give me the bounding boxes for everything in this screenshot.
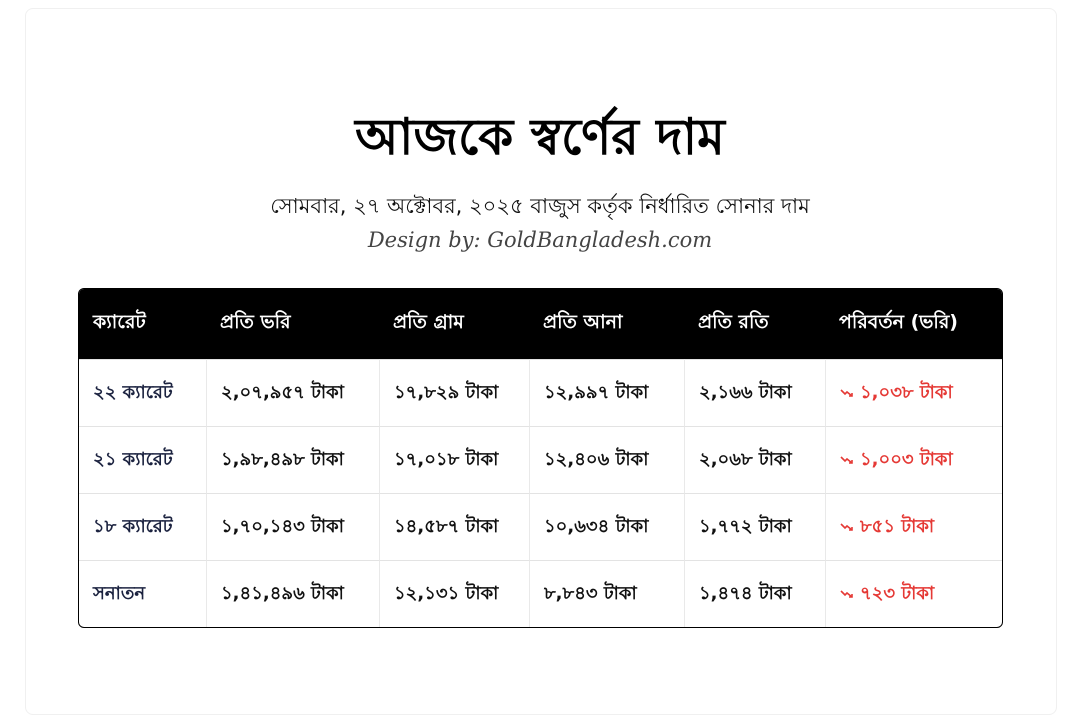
per-roti-cell: ২,১৬৬ টাকা: [684, 359, 825, 426]
per-gram-cell: ১৪,৫৮৭ টাকা: [379, 493, 529, 560]
change-value: ৮৫১ টাকা: [860, 515, 935, 537]
karat-cell: ২২ ক্যারেট: [79, 359, 206, 426]
column-header-per-ana: প্রতি আনা: [529, 289, 684, 359]
design-credit: Design by: GoldBangladesh.com: [367, 228, 713, 252]
page-title: আজকে স্বর্ণের দাম: [355, 108, 725, 166]
table-row: সনাতন ১,৪১,৪৯৬ টাকা ১২,১৩১ টাকা ৮,৮৪৩ টা…: [79, 560, 1002, 627]
karat-cell: সনাতন: [79, 560, 206, 627]
per-gram-cell: ১৭,৮২৯ টাকা: [379, 359, 529, 426]
change-cell: ৮৫১ টাকা: [825, 493, 1002, 560]
table-row: ২২ ক্যারেট ২,০৭,৯৫৭ টাকা ১৭,৮২৯ টাকা ১২,…: [79, 359, 1002, 426]
per-gram-cell: ১২,১৩১ টাকা: [379, 560, 529, 627]
per-ana-cell: ১২,৪০৬ টাকা: [529, 426, 684, 493]
column-header-change: পরিবর্তন (ভরি): [825, 289, 1002, 359]
per-gram-cell: ১৭,০১৮ টাকা: [379, 426, 529, 493]
karat-cell: ২১ ক্যারেট: [79, 426, 206, 493]
per-roti-cell: ১,৭৭২ টাকা: [684, 493, 825, 560]
column-header-karat: ক্যারেট: [79, 289, 206, 359]
per-ana-cell: ১০,৬৩৪ টাকা: [529, 493, 684, 560]
trending-down-icon: [840, 583, 854, 604]
per-roti-cell: ১,৪৭৪ টাকা: [684, 560, 825, 627]
change-value: ৭২৩ টাকা: [860, 582, 935, 604]
per-vori-cell: ১,৯৮,৪৯৮ টাকা: [206, 426, 379, 493]
per-roti-cell: ২,০৬৮ টাকা: [684, 426, 825, 493]
change-cell: ১,০০৩ টাকা: [825, 426, 1002, 493]
page-subtitle: সোমবার, ২৭ অক্টোবর, ২০২৫ বাজুস কর্তৃক নি…: [270, 194, 810, 218]
column-header-per-gram: প্রতি গ্রাম: [379, 289, 529, 359]
per-ana-cell: ৮,৮৪৩ টাকা: [529, 560, 684, 627]
table-header-row: ক্যারেট প্রতি ভরি প্রতি গ্রাম প্রতি আনা …: [79, 289, 1002, 359]
trending-down-icon: [840, 516, 854, 537]
table-row: ২১ ক্যারেট ১,৯৮,৪৯৮ টাকা ১৭,০১৮ টাকা ১২,…: [79, 426, 1002, 493]
trending-down-icon: [840, 449, 854, 470]
per-ana-cell: ১২,৯৯৭ টাকা: [529, 359, 684, 426]
change-value: ১,০০৩ টাকা: [860, 448, 953, 470]
change-cell: ১,০৩৮ টাকা: [825, 359, 1002, 426]
column-header-per-roti: প্রতি রতি: [684, 289, 825, 359]
per-vori-cell: ১,৪১,৪৯৬ টাকা: [206, 560, 379, 627]
per-vori-cell: ২,০৭,৯৫৭ টাকা: [206, 359, 379, 426]
price-card: [25, 8, 1057, 715]
per-vori-cell: ১,৭০,১৪৩ টাকা: [206, 493, 379, 560]
change-cell: ৭২৩ টাকা: [825, 560, 1002, 627]
trending-down-icon: [840, 382, 854, 403]
karat-cell: ১৮ ক্যারেট: [79, 493, 206, 560]
table-row: ১৮ ক্যারেট ১,৭০,১৪৩ টাকা ১৪,৫৮৭ টাকা ১০,…: [79, 493, 1002, 560]
column-header-per-vori: প্রতি ভরি: [206, 289, 379, 359]
gold-price-table: ক্যারেট প্রতি ভরি প্রতি গ্রাম প্রতি আনা …: [78, 288, 1003, 628]
change-value: ১,০৩৮ টাকা: [860, 381, 953, 403]
